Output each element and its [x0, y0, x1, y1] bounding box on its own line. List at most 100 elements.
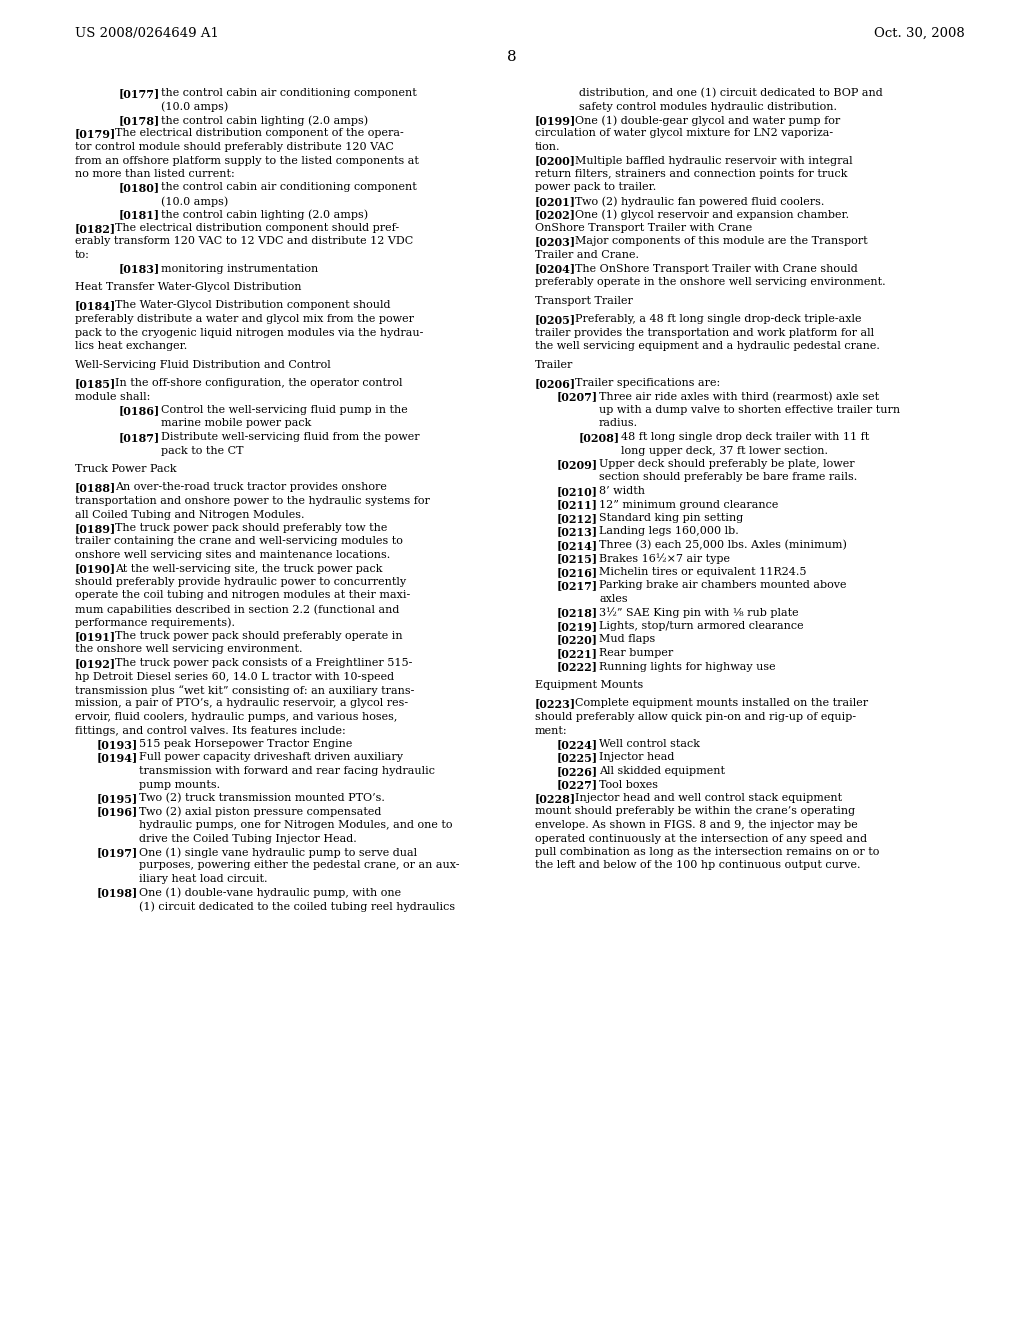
Text: all Coiled Tubing and Nitrogen Modules.: all Coiled Tubing and Nitrogen Modules.	[75, 510, 304, 520]
Text: The electrical distribution component of the opera-: The electrical distribution component of…	[115, 128, 403, 139]
Text: [0191]: [0191]	[75, 631, 116, 642]
Text: Trailer and Crane.: Trailer and Crane.	[535, 249, 639, 260]
Text: (10.0 amps): (10.0 amps)	[161, 195, 228, 206]
Text: The OnShore Transport Trailer with Crane should: The OnShore Transport Trailer with Crane…	[575, 264, 858, 273]
Text: [0185]: [0185]	[75, 378, 117, 389]
Text: Trailer specifications are:: Trailer specifications are:	[575, 378, 720, 388]
Text: Tool boxes: Tool boxes	[599, 780, 658, 789]
Text: [0186]: [0186]	[119, 405, 160, 416]
Text: pump mounts.: pump mounts.	[139, 780, 220, 789]
Text: trailer containing the crane and well-servicing modules to: trailer containing the crane and well-se…	[75, 536, 402, 546]
Text: no more than listed current:: no more than listed current:	[75, 169, 234, 180]
Text: the well servicing equipment and a hydraulic pedestal crane.: the well servicing equipment and a hydra…	[535, 341, 880, 351]
Text: [0226]: [0226]	[557, 766, 598, 777]
Text: the control cabin air conditioning component: the control cabin air conditioning compo…	[161, 182, 417, 193]
Text: [0221]: [0221]	[557, 648, 598, 659]
Text: 12” minimum ground clearance: 12” minimum ground clearance	[599, 499, 778, 510]
Text: [0222]: [0222]	[557, 661, 598, 672]
Text: preferably operate in the onshore well servicing environment.: preferably operate in the onshore well s…	[535, 277, 886, 286]
Text: Landing legs 160,000 lb.: Landing legs 160,000 lb.	[599, 527, 738, 536]
Text: Transport Trailer: Transport Trailer	[535, 296, 633, 305]
Text: mum capabilities described in section 2.2 (functional and: mum capabilities described in section 2.…	[75, 605, 399, 615]
Text: [0183]: [0183]	[119, 264, 160, 275]
Text: Complete equipment mounts installed on the trailer: Complete equipment mounts installed on t…	[575, 698, 868, 709]
Text: [0217]: [0217]	[557, 581, 598, 591]
Text: tion.: tion.	[535, 143, 560, 152]
Text: [0178]: [0178]	[119, 115, 160, 125]
Text: The truck power pack should preferably tow the: The truck power pack should preferably t…	[115, 523, 387, 533]
Text: [0188]: [0188]	[75, 483, 117, 494]
Text: 8: 8	[507, 50, 517, 63]
Text: fittings, and control valves. Its features include:: fittings, and control valves. Its featur…	[75, 726, 346, 735]
Text: [0181]: [0181]	[119, 210, 160, 220]
Text: (1) circuit dedicated to the coiled tubing reel hydraulics: (1) circuit dedicated to the coiled tubi…	[139, 902, 455, 912]
Text: [0208]: [0208]	[579, 432, 621, 444]
Text: monitoring instrumentation: monitoring instrumentation	[161, 264, 318, 273]
Text: [0212]: [0212]	[557, 513, 598, 524]
Text: [0180]: [0180]	[119, 182, 160, 194]
Text: iliary heat load circuit.: iliary heat load circuit.	[139, 874, 267, 884]
Text: [0201]: [0201]	[535, 195, 575, 207]
Text: Major components of this module are the Transport: Major components of this module are the …	[575, 236, 867, 247]
Text: the control cabin lighting (2.0 amps): the control cabin lighting (2.0 amps)	[161, 210, 368, 220]
Text: Heat Transfer Water-Glycol Distribution: Heat Transfer Water-Glycol Distribution	[75, 282, 301, 292]
Text: [0179]: [0179]	[75, 128, 117, 140]
Text: up with a dump valve to shorten effective trailer turn: up with a dump valve to shorten effectiv…	[599, 405, 900, 414]
Text: the control cabin lighting (2.0 amps): the control cabin lighting (2.0 amps)	[161, 115, 368, 125]
Text: purposes, powering either the pedestal crane, or an aux-: purposes, powering either the pedestal c…	[139, 861, 460, 870]
Text: pack to the cryogenic liquid nitrogen modules via the hydrau-: pack to the cryogenic liquid nitrogen mo…	[75, 327, 423, 338]
Text: to:: to:	[75, 249, 90, 260]
Text: [0194]: [0194]	[97, 752, 138, 763]
Text: Brakes 16½×7 air type: Brakes 16½×7 air type	[599, 553, 730, 564]
Text: performance requirements).: performance requirements).	[75, 618, 234, 628]
Text: Three (3) each 25,000 lbs. Axles (minimum): Three (3) each 25,000 lbs. Axles (minimu…	[599, 540, 847, 550]
Text: Multiple baffled hydraulic reservoir with integral: Multiple baffled hydraulic reservoir wit…	[575, 156, 853, 165]
Text: Injector head and well control stack equipment: Injector head and well control stack equ…	[575, 793, 842, 803]
Text: Michelin tires or equivalent 11R24.5: Michelin tires or equivalent 11R24.5	[599, 568, 807, 577]
Text: [0206]: [0206]	[535, 378, 577, 389]
Text: The truck power pack should preferably operate in: The truck power pack should preferably o…	[115, 631, 402, 642]
Text: One (1) single vane hydraulic pump to serve dual: One (1) single vane hydraulic pump to se…	[139, 847, 417, 858]
Text: [0193]: [0193]	[97, 739, 138, 750]
Text: Running lights for highway use: Running lights for highway use	[599, 661, 775, 672]
Text: At the well-servicing site, the truck power pack: At the well-servicing site, the truck po…	[115, 564, 383, 573]
Text: US 2008/0264649 A1: US 2008/0264649 A1	[75, 26, 219, 40]
Text: Two (2) axial piston pressure compensated: Two (2) axial piston pressure compensate…	[139, 807, 381, 817]
Text: [0225]: [0225]	[557, 752, 598, 763]
Text: module shall:: module shall:	[75, 392, 151, 401]
Text: [0216]: [0216]	[557, 568, 598, 578]
Text: Two (2) hydraulic fan powered fluid coolers.: Two (2) hydraulic fan powered fluid cool…	[575, 195, 824, 206]
Text: [0210]: [0210]	[557, 486, 598, 498]
Text: 48 ft long single drop deck trailer with 11 ft: 48 ft long single drop deck trailer with…	[621, 432, 869, 442]
Text: circulation of water glycol mixture for LN2 vaporiza-: circulation of water glycol mixture for …	[535, 128, 834, 139]
Text: [0224]: [0224]	[557, 739, 598, 750]
Text: Control the well-servicing fluid pump in the: Control the well-servicing fluid pump in…	[161, 405, 408, 414]
Text: Upper deck should preferably be plate, lower: Upper deck should preferably be plate, l…	[599, 459, 855, 469]
Text: Parking brake air chambers mounted above: Parking brake air chambers mounted above	[599, 581, 847, 590]
Text: [0182]: [0182]	[75, 223, 116, 234]
Text: long upper deck, 37 ft lower section.: long upper deck, 37 ft lower section.	[621, 446, 828, 455]
Text: OnShore Transport Trailer with Crane: OnShore Transport Trailer with Crane	[535, 223, 753, 234]
Text: marine mobile power pack: marine mobile power pack	[161, 418, 311, 429]
Text: [0227]: [0227]	[557, 780, 598, 791]
Text: [0177]: [0177]	[119, 88, 160, 99]
Text: [0202]: [0202]	[535, 210, 575, 220]
Text: envelope. As shown in FIGS. 8 and 9, the injector may be: envelope. As shown in FIGS. 8 and 9, the…	[535, 820, 858, 830]
Text: operate the coil tubing and nitrogen modules at their maxi-: operate the coil tubing and nitrogen mod…	[75, 590, 411, 601]
Text: pull combination as long as the intersection remains on or to: pull combination as long as the intersec…	[535, 847, 880, 857]
Text: In the off-shore configuration, the operator control: In the off-shore configuration, the oper…	[115, 378, 402, 388]
Text: the control cabin air conditioning component: the control cabin air conditioning compo…	[161, 88, 417, 98]
Text: Preferably, a 48 ft long single drop-deck triple-axle: Preferably, a 48 ft long single drop-dec…	[575, 314, 861, 323]
Text: One (1) double-gear glycol and water pump for: One (1) double-gear glycol and water pum…	[575, 115, 841, 125]
Text: One (1) double-vane hydraulic pump, with one: One (1) double-vane hydraulic pump, with…	[139, 887, 401, 898]
Text: Rear bumper: Rear bumper	[599, 648, 673, 657]
Text: (10.0 amps): (10.0 amps)	[161, 102, 228, 112]
Text: preferably distribute a water and glycol mix from the power: preferably distribute a water and glycol…	[75, 314, 414, 323]
Text: Full power capacity driveshaft driven auxiliary: Full power capacity driveshaft driven au…	[139, 752, 403, 763]
Text: onshore well servicing sites and maintenance locations.: onshore well servicing sites and mainten…	[75, 550, 390, 560]
Text: Well control stack: Well control stack	[599, 739, 700, 748]
Text: transportation and onshore power to the hydraulic systems for: transportation and onshore power to the …	[75, 496, 430, 506]
Text: from an offshore platform supply to the listed components at: from an offshore platform supply to the …	[75, 156, 419, 165]
Text: [0192]: [0192]	[75, 657, 116, 669]
Text: ment:: ment:	[535, 726, 567, 735]
